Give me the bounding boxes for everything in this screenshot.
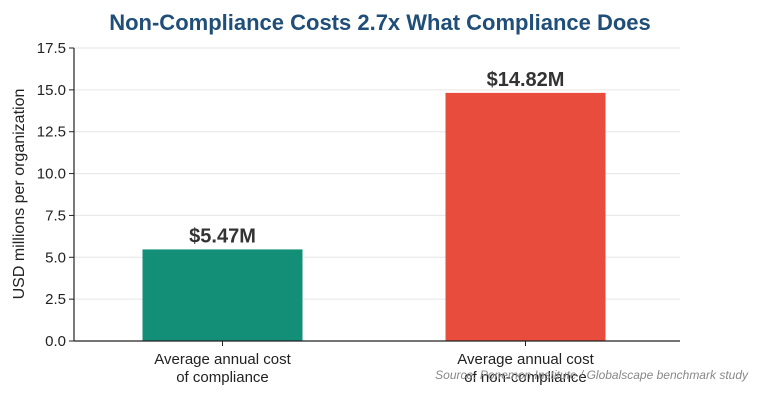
y-tick-label: 10.0	[37, 166, 66, 183]
x-tick-label: of non-compliance	[464, 369, 587, 386]
y-tick-label: 2.5	[45, 291, 66, 308]
y-tick-label: 7.5	[45, 207, 66, 224]
y-tick-label: 15.0	[37, 82, 66, 99]
source-note: Source: Ponemon Institute / Globalscape …	[435, 368, 749, 382]
x-tick-label: Average annual cost	[457, 351, 594, 368]
y-axis-label: USD millions per organization	[11, 89, 28, 300]
x-tick-label: Average annual cost	[154, 351, 291, 368]
y-axis-ticks: 0.0 2.5 5.0 7.5 10.0 12.5 15.0 17.5	[37, 40, 74, 350]
chart-title: Non-Compliance Costs 2.7x What Complianc…	[109, 10, 651, 35]
y-tick-label: 17.5	[37, 40, 66, 57]
value-labels: $5.47M $14.82M	[189, 69, 564, 248]
y-tick-label: 12.5	[37, 124, 66, 141]
bar	[445, 92, 606, 342]
x-tick-label: of compliance	[176, 369, 269, 386]
y-tick-label: 0.0	[45, 333, 66, 350]
bar-value-label: $14.82M	[487, 69, 565, 91]
bar-value-label: $5.47M	[189, 225, 256, 247]
axes	[73, 48, 680, 342]
bar	[142, 249, 303, 341]
bars	[142, 92, 606, 342]
y-tick-label: 5.0	[45, 249, 66, 266]
